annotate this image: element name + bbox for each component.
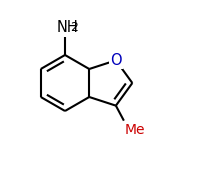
Text: 2: 2 <box>70 21 78 34</box>
Text: NH: NH <box>57 20 78 35</box>
Text: Me: Me <box>124 123 145 137</box>
Text: O: O <box>109 53 121 68</box>
